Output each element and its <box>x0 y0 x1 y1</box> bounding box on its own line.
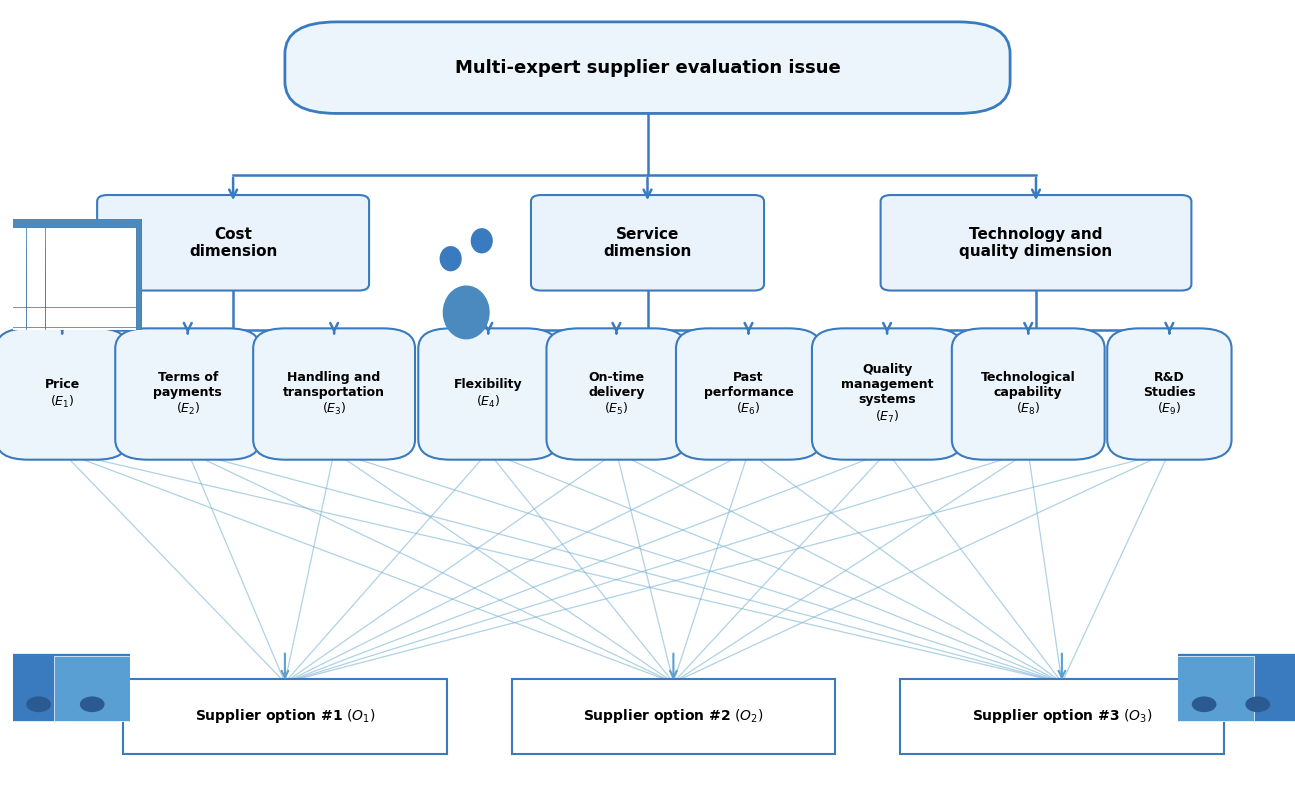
FancyBboxPatch shape <box>0 208 142 353</box>
Circle shape <box>1193 697 1216 712</box>
FancyBboxPatch shape <box>123 678 447 755</box>
FancyBboxPatch shape <box>26 247 117 327</box>
FancyBboxPatch shape <box>54 656 153 721</box>
FancyBboxPatch shape <box>881 195 1191 291</box>
Circle shape <box>440 247 461 271</box>
Circle shape <box>27 697 51 712</box>
FancyBboxPatch shape <box>512 678 835 755</box>
Text: On-time
delivery
$(E_5)$: On-time delivery $(E_5)$ <box>588 371 645 417</box>
Circle shape <box>80 697 104 712</box>
Circle shape <box>443 286 490 339</box>
Text: Cost
dimension: Cost dimension <box>189 227 277 259</box>
FancyBboxPatch shape <box>254 329 414 460</box>
FancyBboxPatch shape <box>531 195 764 291</box>
FancyBboxPatch shape <box>26 227 117 307</box>
Text: Supplier option #2 $(O_2)$: Supplier option #2 $(O_2)$ <box>583 708 764 725</box>
FancyBboxPatch shape <box>45 267 136 347</box>
FancyBboxPatch shape <box>1107 329 1232 460</box>
FancyBboxPatch shape <box>812 329 962 460</box>
FancyBboxPatch shape <box>26 267 117 347</box>
Text: Quality
management
systems
$(E_7)$: Quality management systems $(E_7)$ <box>840 363 934 425</box>
FancyBboxPatch shape <box>0 653 141 721</box>
Text: Service
dimension: Service dimension <box>603 227 692 259</box>
FancyBboxPatch shape <box>0 329 128 460</box>
Circle shape <box>471 228 492 253</box>
Text: Terms of
payments
$(E_2)$: Terms of payments $(E_2)$ <box>153 371 223 417</box>
Text: Handling and
transportation
$(E_3)$: Handling and transportation $(E_3)$ <box>284 371 385 417</box>
FancyBboxPatch shape <box>1155 656 1254 721</box>
Text: R&D
Studies
$(E_9)$: R&D Studies $(E_9)$ <box>1143 371 1195 417</box>
FancyBboxPatch shape <box>952 329 1105 460</box>
FancyBboxPatch shape <box>1155 653 1295 721</box>
Text: Flexibility
$(E_4)$: Flexibility $(E_4)$ <box>455 378 522 410</box>
Text: Past
performance
$(E_6)$: Past performance $(E_6)$ <box>703 371 794 417</box>
Circle shape <box>1246 697 1269 712</box>
Text: Price
$(E_1)$: Price $(E_1)$ <box>44 378 80 410</box>
FancyBboxPatch shape <box>676 329 821 460</box>
FancyBboxPatch shape <box>418 329 558 460</box>
Text: Technology and
quality dimension: Technology and quality dimension <box>960 227 1112 259</box>
Text: Technological
capability
$(E_8)$: Technological capability $(E_8)$ <box>980 371 1076 417</box>
FancyBboxPatch shape <box>900 678 1224 755</box>
FancyBboxPatch shape <box>45 227 136 307</box>
Text: Multi-expert supplier evaluation issue: Multi-expert supplier evaluation issue <box>455 59 840 76</box>
FancyBboxPatch shape <box>6 247 97 327</box>
FancyBboxPatch shape <box>546 329 686 460</box>
FancyBboxPatch shape <box>6 227 97 307</box>
FancyBboxPatch shape <box>285 21 1010 113</box>
FancyBboxPatch shape <box>115 329 260 460</box>
FancyBboxPatch shape <box>6 267 97 347</box>
FancyBboxPatch shape <box>97 195 369 291</box>
Text: Supplier option #1 $(O_1)$: Supplier option #1 $(O_1)$ <box>194 708 376 725</box>
Text: Supplier option #3 $(O_3)$: Supplier option #3 $(O_3)$ <box>971 708 1153 725</box>
FancyBboxPatch shape <box>45 247 136 327</box>
